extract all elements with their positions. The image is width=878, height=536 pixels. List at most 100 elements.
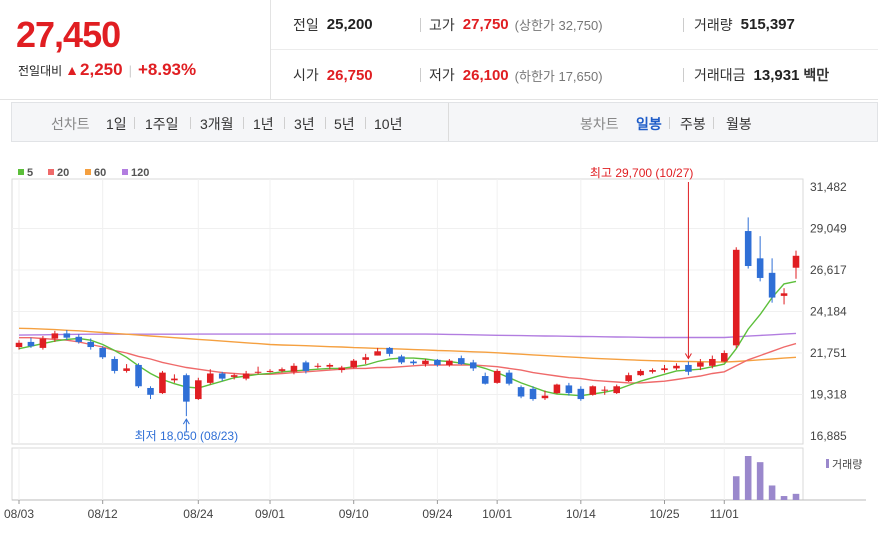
candle-body <box>374 351 381 356</box>
candle-body <box>505 372 513 384</box>
candle-body <box>565 385 573 394</box>
legend-swatch <box>85 169 91 175</box>
up-arrow-icon: ▲ <box>65 62 80 78</box>
x-tick-label: 09/01 <box>255 507 285 521</box>
moving-average-ma120 <box>18 332 797 339</box>
candle-monthly[interactable]: 월봉 <box>726 116 752 132</box>
legend-swatch <box>18 169 24 175</box>
candle-body <box>206 373 214 383</box>
x-tick-label: 10/14 <box>566 507 596 521</box>
candle-body <box>183 375 190 402</box>
candle-body <box>171 378 178 381</box>
legend-item: 120 <box>131 167 149 179</box>
change-row: 전일대비 ▲ 2,250 | +8.93% <box>18 60 196 80</box>
low-arrow-head <box>182 418 190 425</box>
candle-body <box>230 375 238 377</box>
candle-body <box>673 365 680 369</box>
x-tick-label: 09/10 <box>339 507 369 521</box>
x-tick-label: 11/01 <box>710 507 739 521</box>
candle-body <box>290 365 298 372</box>
candle-body <box>697 362 704 367</box>
volume-bar <box>792 493 800 500</box>
candle-body <box>350 360 357 368</box>
y-tick-label: 19,318 <box>810 388 847 402</box>
x-tick-label: 10/01 <box>482 507 512 521</box>
candle-body <box>159 372 166 394</box>
candle-body <box>326 364 334 367</box>
volume-bar <box>768 485 776 500</box>
change-label: 전일대비 <box>18 63 63 78</box>
candle-body <box>601 389 609 391</box>
x-tick-label: 08/12 <box>88 507 118 521</box>
legend-item: 5 <box>27 167 33 179</box>
volume-bar <box>756 462 764 500</box>
change-amount: 2,250 <box>80 60 123 79</box>
candle-body <box>732 249 740 346</box>
turnover: 거래대금 13,931 백만 <box>694 66 830 84</box>
candle-daily[interactable]: 일봉 <box>636 116 662 132</box>
period-1d[interactable]: 1일 <box>106 116 127 132</box>
legend-swatch <box>122 169 128 175</box>
candle-body <box>195 380 202 400</box>
change-percent: +8.93% <box>137 60 197 79</box>
prev-close: 전일 25,200 <box>293 16 373 33</box>
candle-body <box>469 362 477 369</box>
high-arrow-head <box>684 353 692 360</box>
candle-body <box>577 388 585 400</box>
candle-body <box>266 370 274 372</box>
candle-body <box>135 364 142 387</box>
period-3m[interactable]: 3개월 <box>200 116 234 132</box>
candle-body <box>111 358 118 371</box>
candle-body <box>446 360 453 365</box>
candle-body <box>99 347 106 358</box>
candle-body <box>302 362 310 371</box>
candle-weekly[interactable]: 주봉 <box>680 116 706 132</box>
candle-body <box>422 360 429 365</box>
y-tick-label: 26,617 <box>810 263 847 277</box>
candle-body <box>39 338 47 348</box>
candle-chart-label: 봉차트 <box>580 116 619 132</box>
candle-body <box>27 341 35 347</box>
candle-body <box>51 333 59 339</box>
high-price: 고가 27,750 (상한가 32,750) <box>429 16 603 33</box>
candlestick-chart[interactable]: 31,482 29,049 26,617 24,184 21,751 19,318 16,8… <box>0 160 878 536</box>
moving-average-ma60 <box>18 327 797 363</box>
candle-body <box>123 368 130 371</box>
legend-item: 20 <box>57 167 69 179</box>
y-tick-label: 29,049 <box>810 222 847 236</box>
period-1w[interactable]: 1주일 <box>145 116 179 132</box>
period-10y[interactable]: 10년 <box>374 116 403 132</box>
candle-body <box>541 395 549 399</box>
high-annotation: 최고 29,700 (10/27) <box>590 166 693 180</box>
candle-body <box>254 371 262 373</box>
volume-bar <box>732 476 740 500</box>
candle-body <box>314 365 322 367</box>
period-1y[interactable]: 1년 <box>253 116 274 132</box>
chart-toolbar: 선차트 1일 1주일 3개월 1년 3년 5년 10년 봉차트 일봉 주봉 월봉 <box>11 102 878 142</box>
candle-body <box>529 388 537 400</box>
candle-body <box>434 359 441 365</box>
candle-body <box>685 364 692 372</box>
volume-bar <box>744 456 752 500</box>
candle-body <box>768 272 776 298</box>
y-tick-label: 16,885 <box>810 429 847 443</box>
legend-item: 60 <box>94 167 106 179</box>
legend-swatch <box>48 169 54 175</box>
candle-body <box>553 384 561 394</box>
candle-body <box>517 387 525 397</box>
x-tick-label: 08/24 <box>183 507 213 521</box>
x-tick-label: 08/03 <box>4 507 34 521</box>
y-tick-label: 24,184 <box>810 305 847 319</box>
candle-body <box>637 370 644 376</box>
period-5y[interactable]: 5년 <box>334 116 355 132</box>
candle-body <box>709 358 716 366</box>
period-3y[interactable]: 3년 <box>294 116 315 132</box>
y-tick-label: 31,482 <box>810 180 847 194</box>
candle-body <box>75 336 83 342</box>
candle-body <box>278 369 286 371</box>
candle-body <box>744 231 752 267</box>
candle-body <box>362 357 369 360</box>
candle-body <box>458 358 465 365</box>
line-chart-label: 선차트 <box>51 116 90 132</box>
candle-body <box>15 342 23 348</box>
